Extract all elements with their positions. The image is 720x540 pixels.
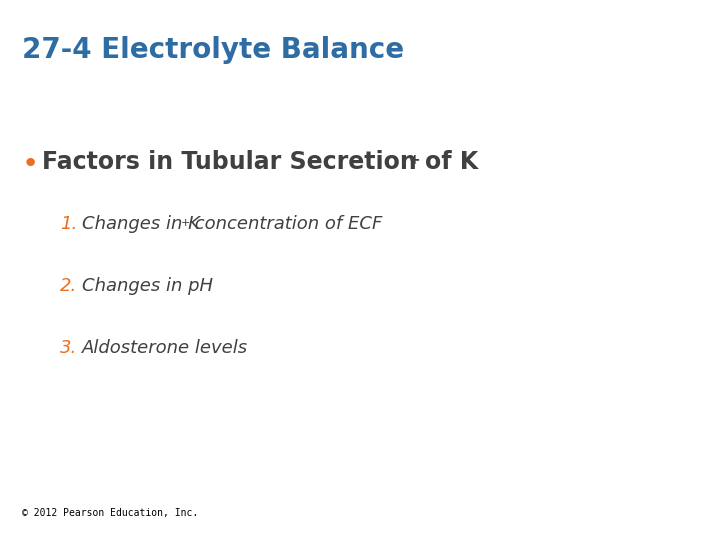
Text: Factors in Tubular Secretion of K: Factors in Tubular Secretion of K (42, 150, 478, 174)
Text: +: + (408, 153, 420, 167)
Text: 3.: 3. (60, 339, 77, 357)
Text: 2.: 2. (60, 277, 77, 295)
Text: 27-4 Electrolyte Balance: 27-4 Electrolyte Balance (22, 36, 404, 64)
Text: Aldosterone levels: Aldosterone levels (82, 339, 248, 357)
Text: © 2012 Pearson Education, Inc.: © 2012 Pearson Education, Inc. (22, 508, 198, 518)
Text: Changes in K: Changes in K (82, 215, 200, 233)
Text: Changes in pH: Changes in pH (82, 277, 213, 295)
Text: +: + (181, 218, 190, 228)
Text: •: • (22, 150, 40, 178)
Text: 1.: 1. (60, 215, 77, 233)
Text: concentration of ECF: concentration of ECF (189, 215, 382, 233)
